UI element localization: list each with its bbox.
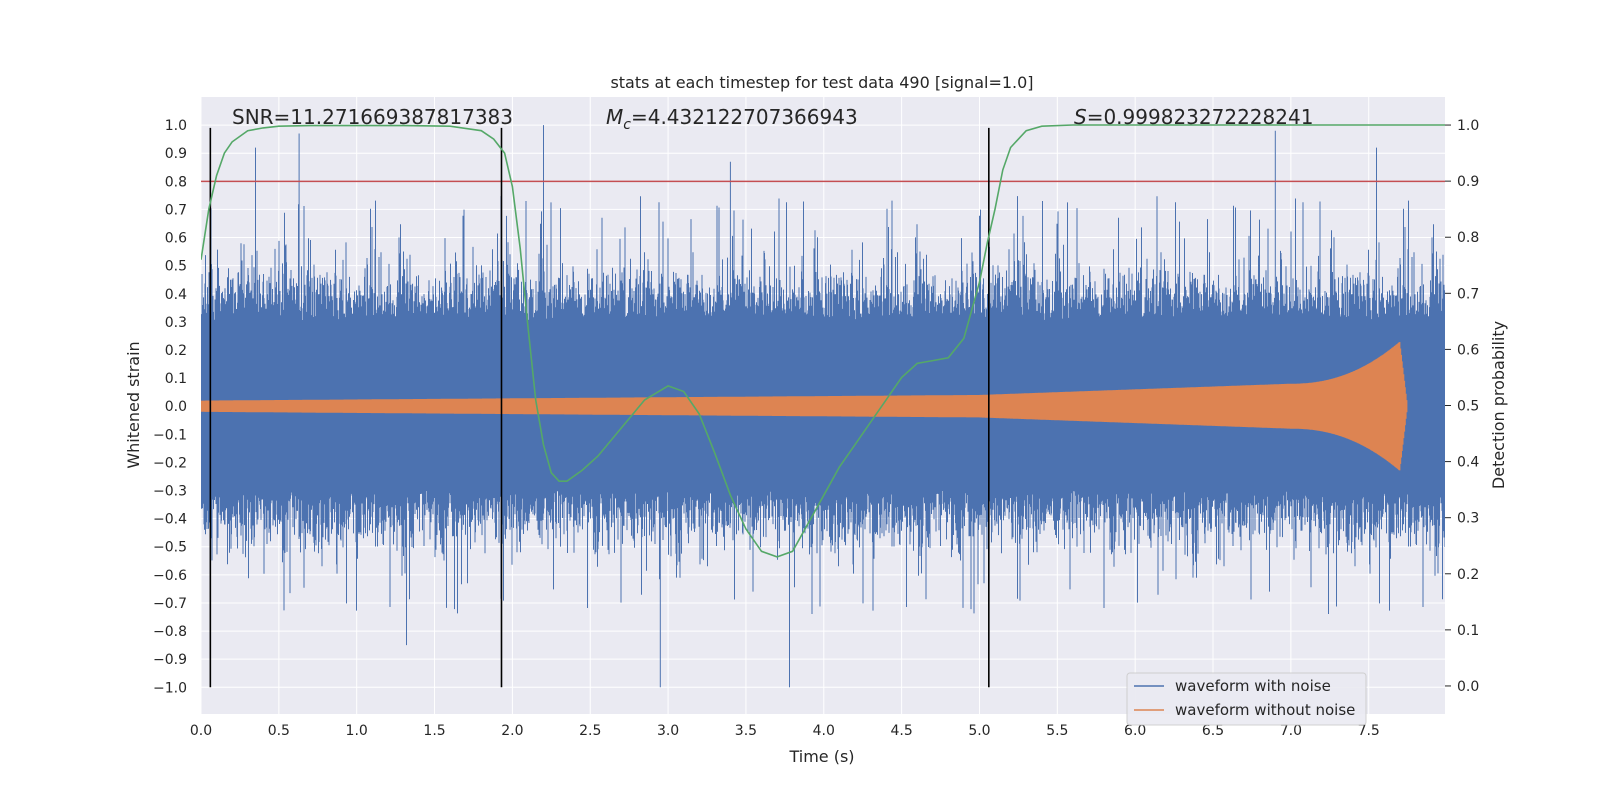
y-left-tick-label: 0.5 — [165, 259, 187, 275]
y-right-tick-label: 0.5 — [1457, 399, 1479, 415]
y-right-tick-label: 0.9 — [1457, 174, 1479, 190]
y-left-tick-label: −0.4 — [153, 512, 187, 528]
series-waveform-without-noise — [201, 342, 1408, 471]
y-right-tick-label: 0.4 — [1457, 455, 1479, 471]
x-tick-label: 3.0 — [657, 723, 679, 739]
y-left-tick-label: −0.8 — [153, 624, 187, 640]
x-tick-label: 0.5 — [268, 723, 290, 739]
y-left-tick-label: 0.2 — [165, 343, 187, 359]
y-left-tick-label: −1.0 — [153, 680, 187, 696]
x-tick-label: 7.5 — [1358, 723, 1380, 739]
x-axis-label: Time (s) — [788, 747, 854, 766]
y-right-tick-label: 0.2 — [1457, 567, 1479, 583]
y-right-tick-label: 0.8 — [1457, 230, 1479, 246]
mc-symbol: M — [606, 105, 623, 129]
x-tick-label: 7.0 — [1280, 723, 1302, 739]
y-left-tick-label: 0.1 — [165, 371, 187, 387]
x-tick-label: 2.5 — [579, 723, 601, 739]
legend: waveform with noise waveform without noi… — [1126, 672, 1367, 726]
y-left-tick-label: −0.7 — [153, 596, 187, 612]
s-value: =0.999823272228241 — [1087, 105, 1314, 129]
y-left-tick-label: 0.0 — [165, 399, 187, 415]
x-ticks: 0.0 0.5 1.0 1.5 2.0 2.5 3.0 3.5 4.0 4.5 5.0 5.5 6.0 6… — [190, 723, 1380, 739]
y-left-tick-label: −0.9 — [153, 652, 187, 668]
y-left-tick-label: 0.7 — [165, 202, 187, 218]
y-right-tick-label: 0.7 — [1457, 286, 1479, 302]
y-left-tick-label: 0.6 — [165, 231, 187, 247]
x-tick-label: 0.0 — [190, 723, 212, 739]
s-annotation: S=0.999823272228241 — [1074, 105, 1313, 129]
y-left-tick-label: 1.0 — [165, 118, 187, 134]
x-tick-label: 2.0 — [501, 723, 523, 739]
mc-annotation: Mc=4.432122707366943 — [606, 105, 858, 133]
y-left-tick-label: −0.6 — [153, 568, 187, 584]
y-left-tick-label: −0.5 — [153, 540, 187, 556]
y-right-tick-label: 0.3 — [1457, 511, 1479, 527]
x-tick-label: 3.5 — [735, 723, 757, 739]
mc-subscript: c — [623, 117, 631, 133]
y-left-tick-label: −0.1 — [153, 427, 187, 443]
s-symbol: S — [1074, 105, 1087, 129]
y-left-ticks: 1.0 0.9 0.8 0.7 0.6 0.5 0.4 0.3 0.2 0.1 0.0 −0.1 −0.… — [153, 118, 187, 696]
mc-value: =4.432122707366943 — [631, 105, 858, 129]
series-detection-probability — [201, 124, 1445, 558]
x-tick-label: 1.5 — [423, 723, 445, 739]
x-tick-label: 6.0 — [1124, 723, 1146, 739]
x-tick-label: 4.5 — [890, 723, 912, 739]
x-tick-label: 5.5 — [1046, 723, 1068, 739]
legend-label-clean: waveform without noise — [1175, 701, 1355, 719]
snr-annotation: SNR=11.271669387817383 — [232, 105, 513, 129]
y-left-label: Whitened strain — [124, 341, 143, 468]
x-tick-label: 5.0 — [968, 723, 990, 739]
chart-title: stats at each timestep for test data 490… — [610, 73, 1033, 92]
y-right-tick-label: 0.0 — [1457, 679, 1479, 695]
y-left-tick-label: 0.4 — [165, 287, 187, 303]
y-right-ticks: 1.0 0.9 0.8 0.7 0.6 0.5 0.4 0.3 0.2 0.1 0.0 — [1445, 118, 1479, 695]
legend-box — [1126, 672, 1367, 726]
legend-label-noise: waveform with noise — [1175, 677, 1331, 695]
y-left-tick-label: 0.3 — [165, 315, 187, 331]
y-right-label: Detection probability — [1489, 321, 1508, 489]
x-tick-label: 1.0 — [346, 723, 368, 739]
x-tick-label: 6.5 — [1202, 723, 1224, 739]
y-left-tick-label: −0.3 — [153, 484, 187, 500]
segment-boundaries — [209, 127, 990, 688]
x-tick-label: 4.0 — [813, 723, 835, 739]
y-right-tick-label: 1.0 — [1457, 118, 1479, 134]
y-left-tick-label: 0.8 — [165, 174, 187, 190]
y-left-tick-label: −0.2 — [153, 455, 187, 471]
y-right-tick-label: 0.1 — [1457, 623, 1479, 639]
y-right-tick-label: 0.6 — [1457, 342, 1479, 358]
y-left-tick-label: 0.9 — [165, 146, 187, 162]
